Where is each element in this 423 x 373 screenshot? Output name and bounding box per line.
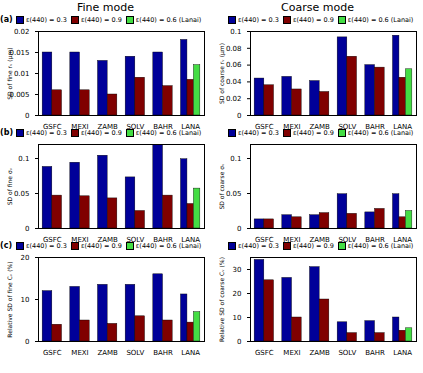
svg-text:0.1: 0.1	[230, 155, 241, 163]
svg-text:0.1: 0.1	[18, 155, 29, 163]
svg-text:0.08: 0.08	[226, 45, 242, 53]
svg-text:SD of coarse rᵥ (μm): SD of coarse rᵥ (μm)	[218, 43, 226, 104]
svg-text:0: 0	[25, 112, 29, 120]
svg-text:SD of coarse σᵥ: SD of coarse σᵥ	[218, 163, 225, 210]
svg-text:GSFC: GSFC	[255, 349, 274, 357]
svg-text:BAHR: BAHR	[153, 349, 173, 357]
svg-text:0.02: 0.02	[226, 95, 242, 103]
svg-text:20: 20	[21, 254, 30, 262]
svg-text:ZAMB: ZAMB	[309, 349, 330, 357]
svg-text:Relative SD of coarse Cᵥ (%): Relative SD of coarse Cᵥ (%)	[218, 257, 225, 342]
svg-text:10: 10	[21, 296, 30, 304]
svg-text:ZAMB: ZAMB	[97, 349, 118, 357]
svg-text:10: 10	[233, 314, 242, 322]
svg-text:0.02: 0.02	[14, 28, 30, 36]
svg-text:MEXI: MEXI	[283, 349, 300, 357]
svg-text:MEXI: MEXI	[71, 349, 88, 357]
svg-text:0.1: 0.1	[230, 28, 241, 36]
svg-text:SD of fine σᵥ: SD of fine σᵥ	[6, 167, 13, 205]
svg-text:LANA: LANA	[393, 349, 412, 357]
svg-text:0.06: 0.06	[226, 61, 242, 69]
svg-text:0.04: 0.04	[226, 78, 242, 86]
svg-text:0: 0	[25, 225, 29, 233]
svg-text:30: 30	[233, 266, 242, 274]
svg-text:LANA: LANA	[181, 349, 200, 357]
svg-text:SD of fine rᵥ (μm): SD of fine rᵥ (μm)	[6, 47, 14, 99]
svg-text:0: 0	[25, 338, 29, 346]
svg-text:0.01: 0.01	[14, 70, 30, 78]
svg-text:GSFC: GSFC	[43, 349, 62, 357]
svg-text:Relative SD of fine Cᵥ (%): Relative SD of fine Cᵥ (%)	[6, 261, 13, 337]
svg-text:SOLV: SOLV	[126, 349, 144, 357]
svg-text:BAHR: BAHR	[365, 349, 385, 357]
svg-text:20: 20	[233, 290, 242, 298]
svg-text:0.05: 0.05	[14, 190, 30, 198]
svg-text:0: 0	[237, 112, 241, 120]
svg-text:0: 0	[237, 225, 241, 233]
svg-text:SOLV: SOLV	[338, 349, 356, 357]
svg-text:0.05: 0.05	[226, 190, 242, 198]
svg-text:0: 0	[237, 338, 241, 346]
